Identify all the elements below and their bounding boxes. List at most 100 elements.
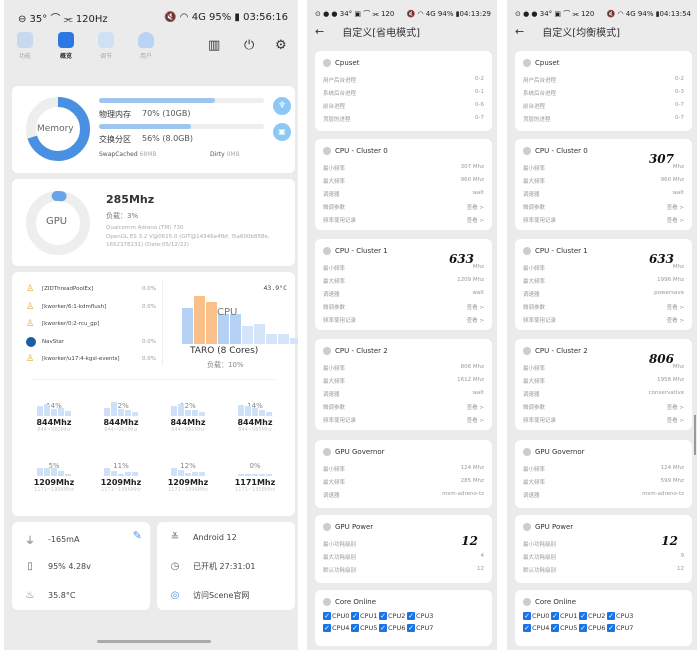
core-checkbox-cpu6[interactable]: ✓ CPU6 <box>579 624 605 632</box>
setting-row[interactable]: 默认功耗级别 12 <box>523 566 684 574</box>
core-checkbox-cpu2[interactable]: ✓ CPU2 <box>379 612 405 620</box>
scrollbar[interactable] <box>694 415 696 455</box>
setting-value[interactable]: 9 <box>680 553 685 559</box>
setting-row[interactable]: 最大功耗级别 9 <box>523 553 684 561</box>
cpu-core-item[interactable]: 12% 1209Mhz 1171~1996Mhz <box>158 462 218 493</box>
setting-row[interactable]: 最小频率 Mhz <box>323 264 484 272</box>
setting-row[interactable]: 最小频率 307 Mhz <box>323 164 484 172</box>
setting-row[interactable]: 最小频率 Mhz <box>523 264 684 272</box>
setting-row[interactable]: 前台进程 0-6 <box>323 102 484 110</box>
setting-value[interactable]: walt <box>472 390 484 396</box>
cpu-core-item[interactable]: 14% 844Mhz 844~960Mhz <box>24 402 84 433</box>
nav-tab-home[interactable]: 概览 <box>51 32 81 60</box>
cpu-card[interactable]: 43.9°C CPU TARO (8 Cores) 负载：10% ♙ [ZIDTh… <box>12 272 298 516</box>
setting-value[interactable]: 0-7 <box>675 102 684 108</box>
setting-value[interactable]: Mhz <box>472 264 484 270</box>
setting-row[interactable]: 调速器 walt <box>323 190 484 198</box>
setting-value[interactable]: 124 Mhz <box>660 465 684 471</box>
setting-value[interactable]: 查看 > <box>466 205 484 211</box>
core-checkbox-cpu7[interactable]: ✓ CPU7 <box>607 624 633 632</box>
help-icon[interactable] <box>523 523 531 531</box>
core-checkbox-cpu7[interactable]: ✓ CPU7 <box>407 624 433 632</box>
setting-row[interactable]: 微调参数 查看 > <box>323 203 484 211</box>
cpu-core-item[interactable]: 12% 844Mhz 844~960Mhz <box>91 402 151 433</box>
setting-row[interactable]: 最大频率 1996 Mhz <box>523 277 684 285</box>
help-icon[interactable] <box>523 598 531 606</box>
cpu-core-item[interactable]: 0% 1171Mhz 1171~1958Mhz <box>225 462 285 493</box>
setting-value[interactable]: 307 Mhz <box>460 164 484 170</box>
core-checkbox-cpu0[interactable]: ✓ CPU0 <box>323 612 349 620</box>
stats-icon[interactable]: ▥ <box>208 38 221 53</box>
setting-value[interactable]: 1209 Mhz <box>457 277 484 283</box>
setting-row[interactable]: 最小频率 806 Mhz <box>323 364 484 372</box>
setting-value[interactable]: 查看 > <box>466 405 484 411</box>
setting-row[interactable]: 频率使用记录 查看 > <box>323 416 484 424</box>
core-checkbox-cpu4[interactable]: ✓ CPU4 <box>523 624 549 632</box>
back-arrow-icon[interactable]: ← <box>315 25 325 38</box>
setting-value[interactable]: 查看 > <box>666 318 684 324</box>
setting-value[interactable]: walt <box>472 190 484 196</box>
setting-row[interactable]: 系统后台进程 0-1 <box>323 89 484 97</box>
setting-value[interactable]: 查看 > <box>666 305 684 311</box>
process-row[interactable]: NavStar 0.0% <box>26 336 156 347</box>
setting-row[interactable]: 微调参数 查看 > <box>323 403 484 411</box>
setting-row[interactable]: 顶层的进程 0-7 <box>323 115 484 123</box>
setting-row[interactable]: 最小功耗级别 <box>523 540 684 548</box>
setting-row[interactable]: 顶层的进程 0-7 <box>523 115 684 123</box>
setting-value[interactable]: msm-adreno-tz <box>642 491 684 497</box>
process-row[interactable]: ♙ [kworker/0:2-rcu_gp] <box>26 319 156 329</box>
help-icon[interactable] <box>323 59 331 67</box>
settings-gear-icon[interactable]: ⚙ <box>275 38 287 53</box>
cpu-core-item[interactable]: 5% 1209Mhz 1171~1996Mhz <box>24 462 84 493</box>
setting-row[interactable]: 最大频率 960 Mhz <box>523 177 684 185</box>
core-checkbox-cpu0[interactable]: ✓ CPU0 <box>523 612 549 620</box>
system-card[interactable]: ≚ Android 12 ◷ 已开机 27:31:01 ◎ 访问Scene官网 <box>157 522 295 610</box>
setting-value[interactable]: 12 <box>677 566 684 572</box>
setting-row[interactable]: 用户后台进程 0-2 <box>523 76 684 84</box>
process-row[interactable]: ♙ [ZIDThreadPoolEx] 0.0% <box>26 284 156 294</box>
help-icon[interactable] <box>523 59 531 67</box>
setting-row[interactable]: 调速器 conservative <box>523 390 684 398</box>
setting-row[interactable]: 频率使用记录 查看 > <box>323 216 484 224</box>
help-icon[interactable] <box>323 448 331 456</box>
core-checkbox-cpu5[interactable]: ✓ CPU5 <box>551 624 577 632</box>
setting-value[interactable]: 960 Mhz <box>460 177 484 183</box>
setting-row[interactable]: 最大频率 599 Mhz <box>523 478 684 486</box>
process-row[interactable]: ♙ [kworker/u17:4-kgsl-events] 0.0% <box>26 354 156 364</box>
setting-value[interactable]: 0-7 <box>475 115 484 121</box>
gpu-card[interactable]: GPU 285Mhz 负载：3% Qualcomm Adreno (TM) 73… <box>12 179 295 266</box>
setting-value[interactable]: 0-2 <box>475 76 484 82</box>
setting-row[interactable]: 最大频率 1209 Mhz <box>323 277 484 285</box>
setting-row[interactable]: 频率使用记录 查看 > <box>523 216 684 224</box>
setting-row[interactable]: 最大频率 285 Mhz <box>323 478 484 486</box>
setting-value[interactable]: 285 Mhz <box>460 478 484 484</box>
setting-row[interactable]: 调速器 walt <box>323 290 484 298</box>
setting-value[interactable]: 124 Mhz <box>460 465 484 471</box>
setting-row[interactable]: 微调参数 查看 > <box>323 303 484 311</box>
setting-value[interactable]: 599 Mhz <box>660 478 684 484</box>
core-checkbox-cpu2[interactable]: ✓ CPU2 <box>579 612 605 620</box>
setting-value[interactable]: 查看 > <box>666 418 684 424</box>
setting-value[interactable]: 查看 > <box>466 418 484 424</box>
setting-row[interactable]: 最小频率 Mhz <box>523 364 684 372</box>
setting-value[interactable]: 0-3 <box>675 89 684 95</box>
core-checkbox-cpu5[interactable]: ✓ CPU5 <box>351 624 377 632</box>
setting-value[interactable]: 0-1 <box>475 89 484 95</box>
setting-row[interactable]: 前台进程 0-7 <box>523 102 684 110</box>
help-icon[interactable] <box>323 247 331 255</box>
setting-row[interactable]: 调速器 msm-adreno-tz <box>323 491 484 499</box>
setting-row[interactable]: 默认功耗级别 12 <box>323 566 484 574</box>
nav-tab-user[interactable]: 用户 <box>131 32 161 60</box>
setting-value[interactable]: 1996 Mhz <box>657 277 684 283</box>
help-icon[interactable] <box>323 147 331 155</box>
setting-value[interactable]: 806 Mhz <box>460 364 484 370</box>
help-icon[interactable] <box>523 347 531 355</box>
cpu-core-item[interactable]: 12% 844Mhz 844~960Mhz <box>158 402 218 433</box>
setting-row[interactable]: 调速器 walt <box>523 190 684 198</box>
setting-value[interactable]: 查看 > <box>466 318 484 324</box>
setting-value[interactable]: Mhz <box>672 264 684 270</box>
setting-row[interactable]: 用户后台进程 0-2 <box>323 76 484 84</box>
setting-value[interactable]: 960 Mhz <box>660 177 684 183</box>
setting-value[interactable]: walt <box>472 290 484 296</box>
cpu-core-item[interactable]: 14% 844Mhz 844~960Mhz <box>225 402 285 433</box>
